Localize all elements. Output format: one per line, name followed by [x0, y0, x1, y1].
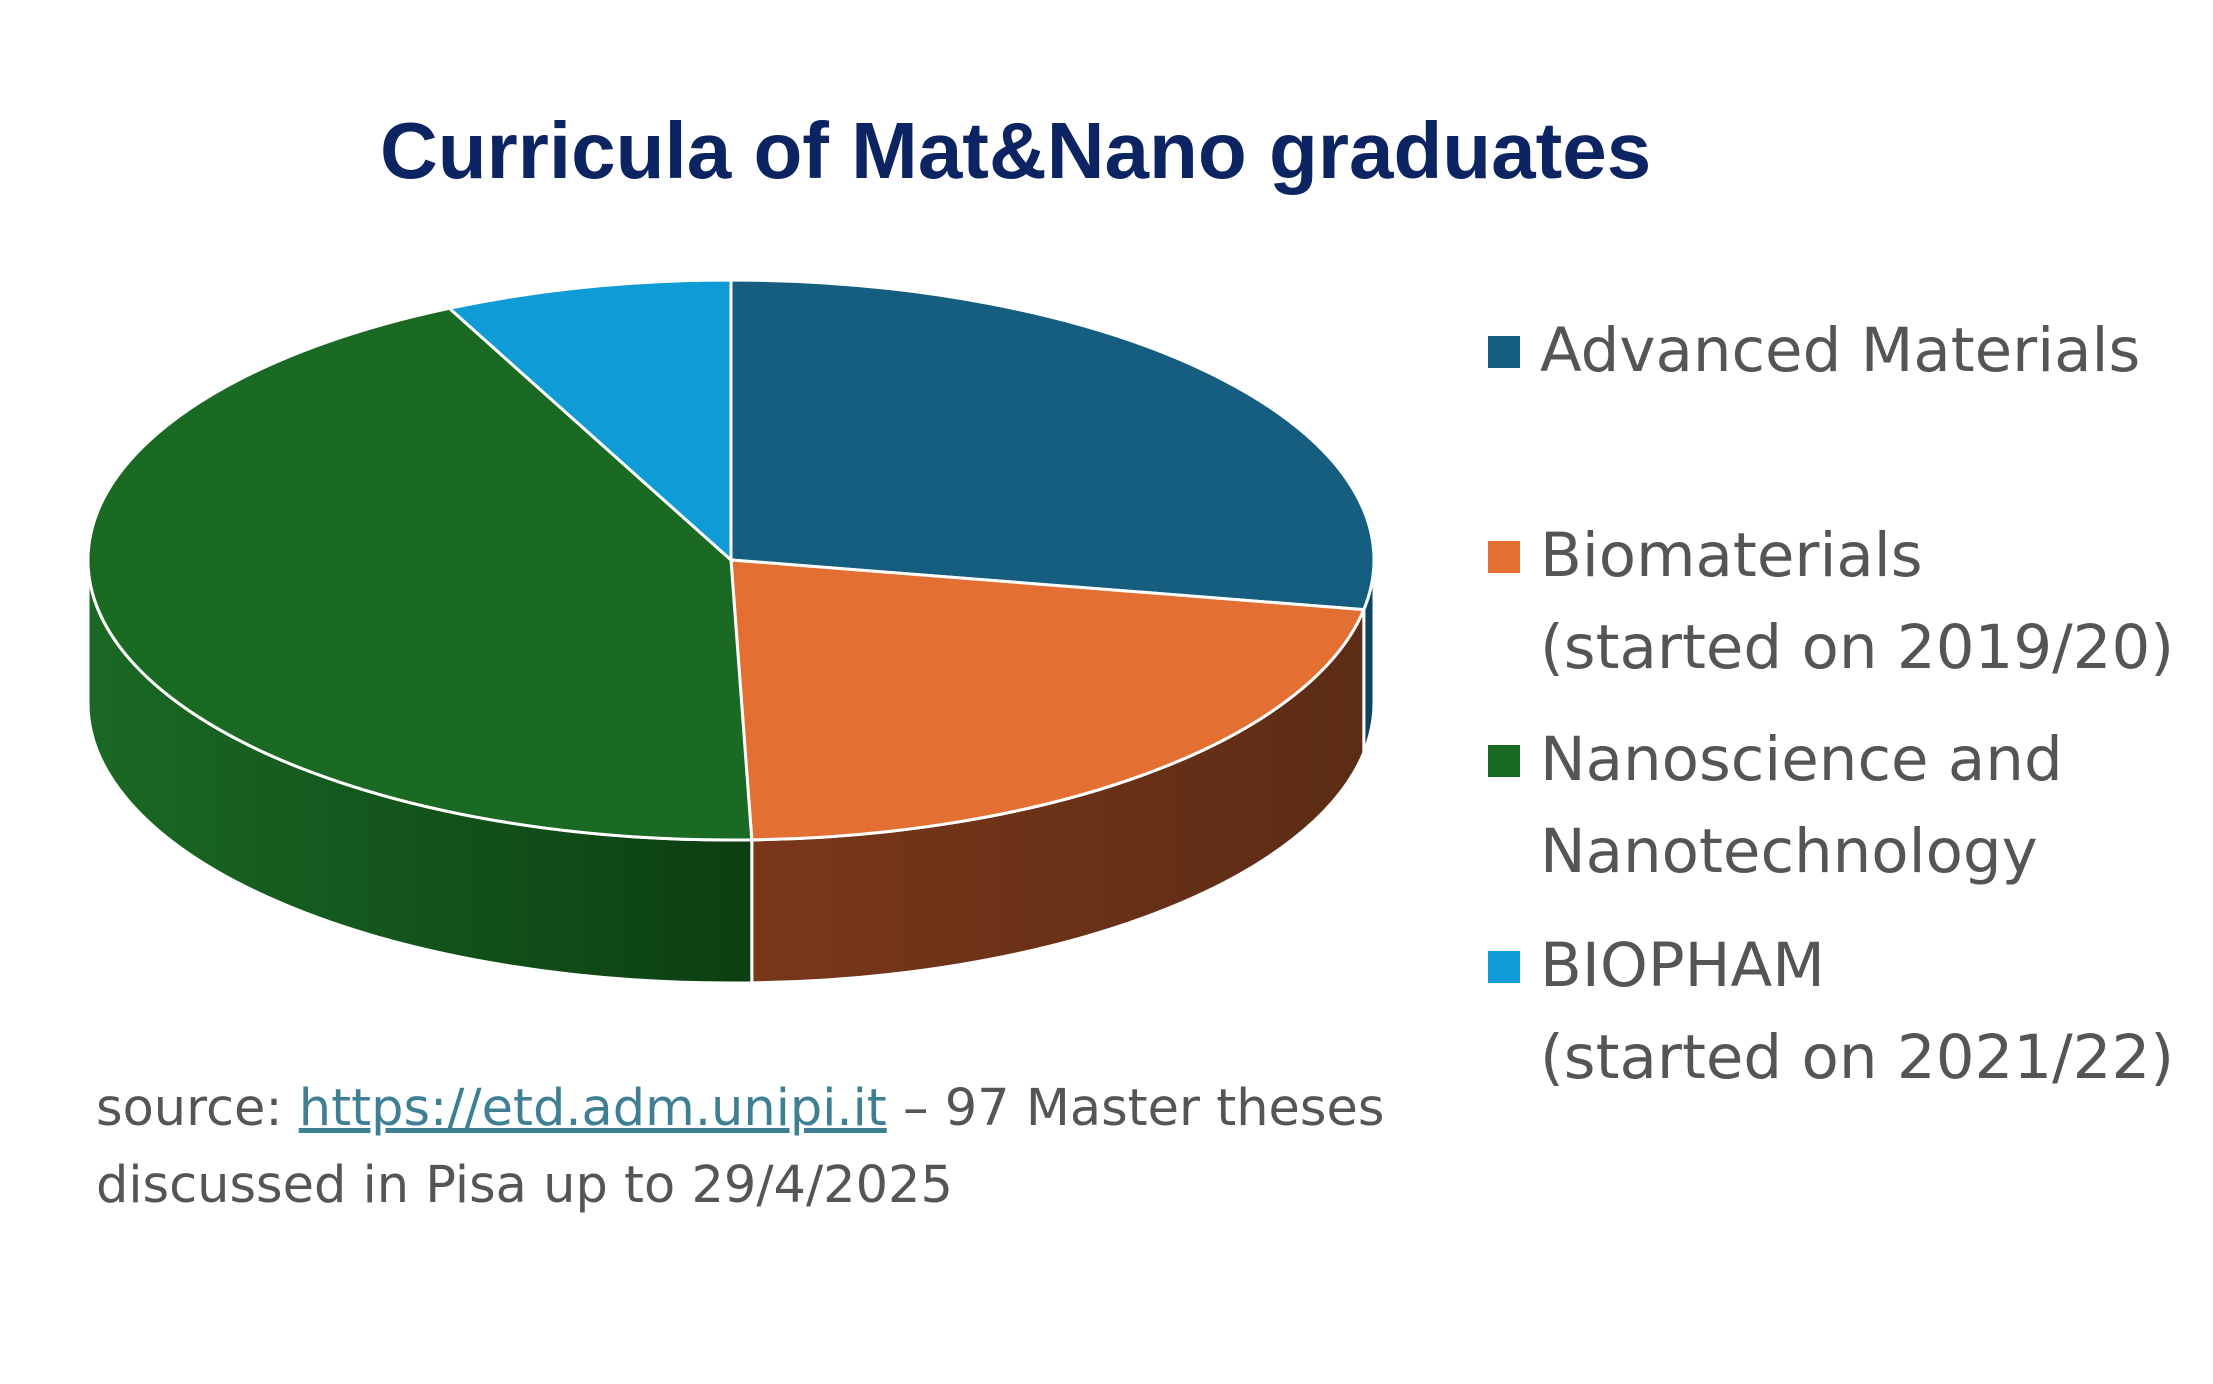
- legend-label-biopham: BIOPHAM (started on 2021/22): [1540, 930, 2175, 1093]
- legend-swatch-nanoscience: [1488, 745, 1520, 777]
- source-note: source: https://etd.adm.unipi.it – 97 Ma…: [96, 1070, 1396, 1224]
- legend-label-advanced-materials: Advanced Materials: [1540, 315, 2141, 386]
- pie-slice-advanced-materials: [729, 278, 1376, 612]
- legend-label-nanoscience: Nanoscience and Nanotechnology: [1540, 724, 2063, 887]
- source-prefix: source:: [96, 1079, 299, 1138]
- legend-swatch-biopham: [1488, 951, 1520, 983]
- legend-swatch-advanced-materials: [1488, 336, 1520, 368]
- legend-label-biomaterials: Biomaterials (started on 2019/20): [1540, 520, 2175, 683]
- pie-slice-biomaterials: [729, 558, 1366, 842]
- chart-title: Curricula of Mat&Nano graduates: [380, 106, 1652, 195]
- pie-slice-nanoscience: [86, 306, 754, 842]
- source-suffix: – 97 Master theses discussed in Pisa up …: [96, 1079, 1385, 1215]
- pie-slice-biopham: [447, 278, 733, 562]
- legend-swatch-biomaterials: [1488, 541, 1520, 573]
- source-link[interactable]: https://etd.adm.unipi.it: [298, 1079, 887, 1138]
